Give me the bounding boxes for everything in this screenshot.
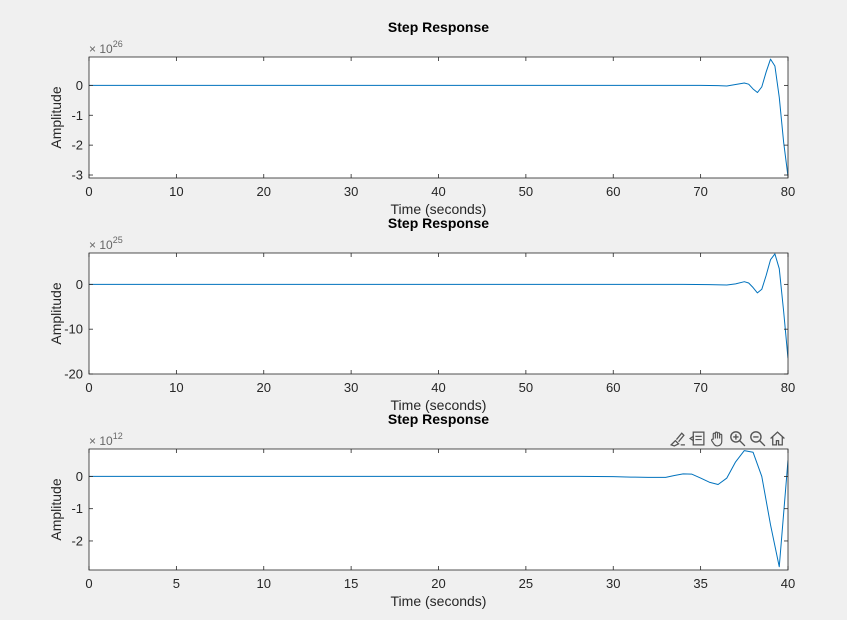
x-tick-label: 50 [519, 380, 533, 395]
x-tick-label: 50 [519, 184, 533, 199]
chart-title: Step Response [388, 411, 489, 427]
x-axis-label: Time (seconds) [391, 397, 487, 413]
x-tick-label: 0 [85, 380, 92, 395]
pan-hand-icon[interactable] [708, 429, 727, 448]
chart-3: 0 5 10 15 20 25 30 35 40 0 -1 -2 × 1012 Step Response… [48, 411, 795, 609]
y-tick-label: 0 [76, 78, 83, 93]
x-tick-label: 5 [173, 576, 180, 591]
x-tick-label: 30 [344, 380, 358, 395]
exponent-power: 26 [113, 39, 123, 49]
x-tick-label: 60 [606, 184, 620, 199]
x-tick-label: 70 [693, 380, 707, 395]
axes-background [89, 253, 788, 374]
chart-1: 0 10 20 30 40 50 60 70 80 0 -1 -2 -3 × 1026 Step Respo… [48, 19, 795, 217]
y-tick-label: -2 [71, 138, 83, 153]
y-tick-label: 0 [76, 469, 83, 484]
y-tick-label: -20 [64, 367, 83, 382]
x-axis-label: Time (seconds) [391, 593, 487, 609]
x-tick-label: 15 [344, 576, 358, 591]
x-tick-label: 20 [257, 184, 271, 199]
y-tick-label: -3 [71, 168, 83, 183]
y-axis-label: Amplitude [48, 86, 64, 148]
exponent-base: × 10 [89, 42, 113, 56]
x-tick-label: 10 [169, 184, 183, 199]
axes-background [89, 57, 788, 178]
chart-title: Step Response [388, 215, 489, 231]
zoom-in-icon[interactable] [728, 429, 747, 448]
x-tick-label: 0 [85, 184, 92, 199]
y-exponent-label: × 1026 [89, 39, 123, 56]
x-tick-label: 60 [606, 380, 620, 395]
y-exponent-label: × 1025 [89, 235, 123, 252]
x-tick-label: 80 [781, 380, 795, 395]
x-tick-label: 25 [519, 576, 533, 591]
y-axis-label: Amplitude [48, 478, 64, 540]
x-tick-label: 20 [431, 576, 445, 591]
y-axis-label: Amplitude [48, 282, 64, 344]
x-tick-label: 80 [781, 184, 795, 199]
exponent-base: × 10 [89, 238, 113, 252]
x-tick-label: 0 [85, 576, 92, 591]
home-icon[interactable] [768, 429, 787, 448]
y-tick-label: -2 [71, 533, 83, 548]
y-tick-label: -10 [64, 322, 83, 337]
axes-toolbar [668, 428, 787, 448]
x-tick-label: 10 [169, 380, 183, 395]
x-tick-label: 40 [431, 380, 445, 395]
chart-2: 0 10 20 30 40 50 60 70 80 0 -10 -20 × 1025 Step Respo… [48, 215, 795, 413]
exponent-base: × 10 [89, 434, 113, 448]
x-tick-label: 30 [344, 184, 358, 199]
brush-icon[interactable] [668, 429, 687, 448]
y-tick-label: -1 [71, 501, 83, 516]
chart-title: Step Response [388, 19, 489, 35]
y-exponent-label: × 1012 [89, 431, 123, 448]
x-tick-label: 30 [606, 576, 620, 591]
y-tick-label: 0 [76, 277, 83, 292]
x-tick-label: 70 [693, 184, 707, 199]
series-line [89, 253, 788, 359]
series-line [89, 58, 788, 177]
x-tick-label: 10 [257, 576, 271, 591]
axes-background [89, 449, 788, 570]
y-tick-label: -1 [71, 108, 83, 123]
x-tick-label: 40 [431, 184, 445, 199]
data-tips-icon[interactable] [688, 429, 707, 448]
x-tick-label: 40 [781, 576, 795, 591]
x-tick-label: 35 [693, 576, 707, 591]
x-tick-label: 20 [257, 380, 271, 395]
exponent-power: 25 [113, 235, 123, 245]
exponent-power: 12 [113, 431, 123, 441]
series-line [89, 450, 788, 568]
x-axis-label: Time (seconds) [391, 201, 487, 217]
zoom-out-icon[interactable] [748, 429, 767, 448]
